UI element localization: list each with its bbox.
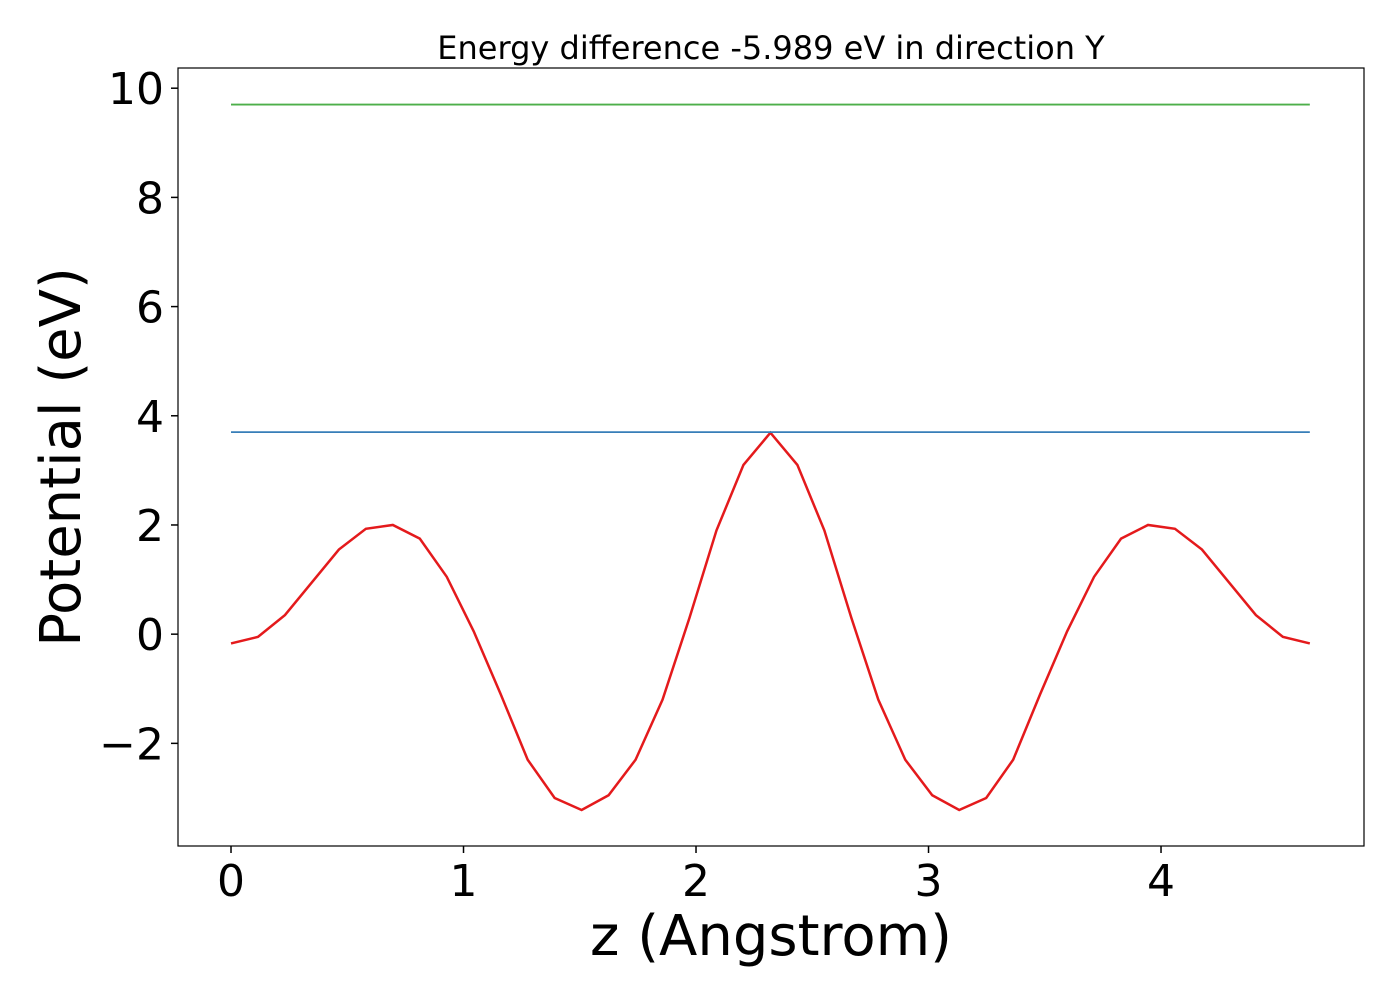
y-tick-label: 8 (136, 173, 164, 224)
chart-title: Energy difference -5.989 eV in direction… (437, 29, 1105, 67)
y-axis-label: Potential (eV) (29, 267, 94, 647)
x-tick-label: 0 (217, 856, 245, 907)
x-tick-label: 4 (1147, 856, 1175, 907)
plot-frame (177, 67, 1365, 847)
x-tick-label: 3 (915, 856, 943, 907)
x-axis-label: z (Angstrom) (590, 904, 952, 969)
y-tick-label: −2 (99, 719, 164, 770)
y-tick-label: 2 (136, 501, 164, 552)
x-tick-label: 2 (682, 856, 710, 907)
y-tick-label: 6 (136, 283, 164, 334)
x-tick-label: 1 (450, 856, 478, 907)
y-tick-label: 10 (108, 64, 164, 115)
y-tick-label: 4 (136, 392, 164, 443)
y-tick-label: 0 (136, 610, 164, 661)
